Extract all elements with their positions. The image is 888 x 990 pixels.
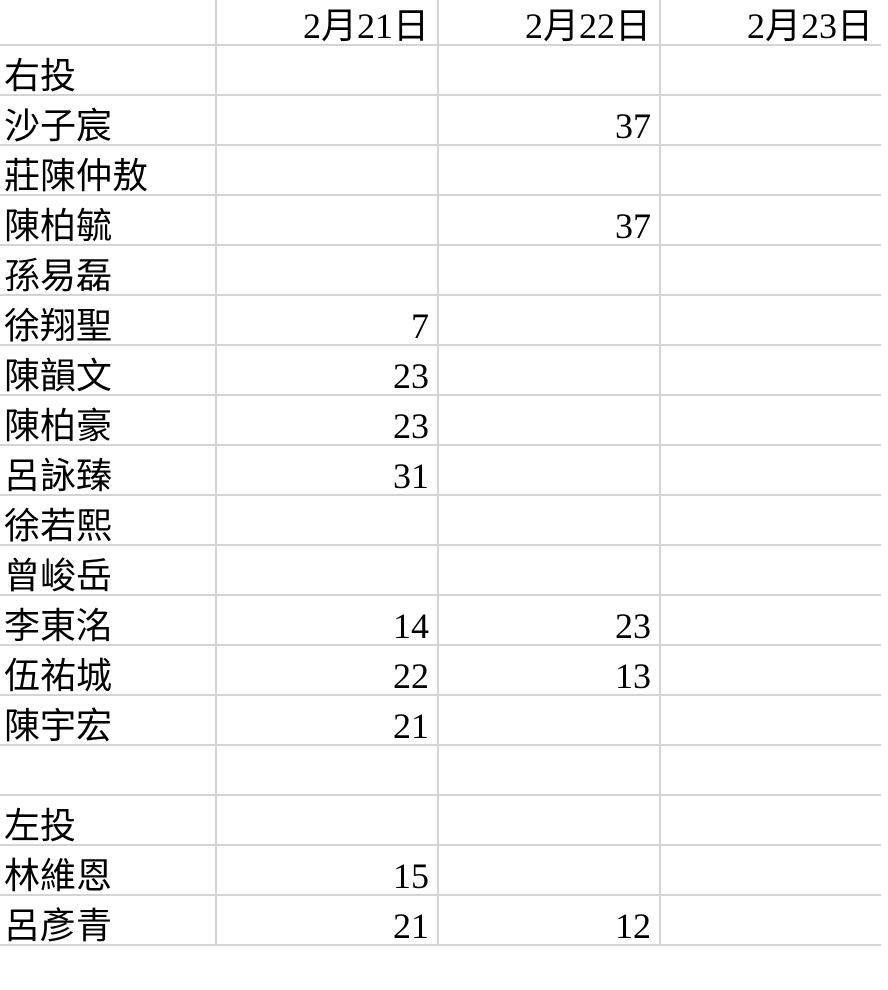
value-cell[interactable]	[659, 344, 881, 396]
value-cell[interactable]	[437, 494, 661, 546]
name-cell[interactable]: 徐若熙	[0, 494, 217, 546]
value-cell[interactable]	[659, 544, 881, 596]
table-row: 呂詠臻 31	[0, 444, 881, 496]
table-row: 徐翔聖 7	[0, 294, 881, 346]
value-cell[interactable]	[437, 544, 661, 596]
value-cell[interactable]	[659, 494, 881, 546]
value-cell[interactable]	[659, 244, 881, 296]
value-cell[interactable]	[659, 894, 881, 946]
value-cell[interactable]	[659, 844, 881, 896]
value-cell[interactable]	[659, 94, 881, 146]
value-cell[interactable]	[659, 144, 881, 196]
value-cell[interactable]	[215, 194, 439, 246]
value-cell[interactable]: 21	[215, 694, 439, 746]
table-row: 陳宇宏 21	[0, 694, 881, 746]
value-cell[interactable]	[215, 244, 439, 296]
table-row	[0, 744, 881, 796]
value-cell[interactable]	[215, 94, 439, 146]
name-cell[interactable]: 陳韻文	[0, 344, 217, 396]
name-cell[interactable]: 莊陳仲敖	[0, 144, 217, 196]
name-cell[interactable]: 左投	[0, 794, 217, 846]
name-cell[interactable]: 陳柏豪	[0, 394, 217, 446]
name-cell[interactable]	[0, 744, 217, 796]
name-cell[interactable]: 陳宇宏	[0, 694, 217, 746]
value-cell[interactable]: 21	[215, 894, 439, 946]
value-cell[interactable]: 15	[215, 844, 439, 896]
table-row: 沙子宸 37	[0, 94, 881, 146]
value-cell[interactable]	[437, 444, 661, 496]
value-cell[interactable]	[659, 294, 881, 346]
value-cell[interactable]: 7	[215, 294, 439, 346]
value-cell[interactable]: 23	[215, 344, 439, 396]
table-row: 左投	[0, 794, 881, 846]
value-cell[interactable]	[659, 794, 881, 846]
value-cell[interactable]	[437, 44, 661, 96]
value-cell[interactable]: 14	[215, 594, 439, 646]
value-cell[interactable]	[659, 394, 881, 446]
value-cell[interactable]: 23	[215, 394, 439, 446]
value-cell[interactable]: 37	[437, 94, 661, 146]
table-row: 陳柏豪 23	[0, 394, 881, 446]
value-cell[interactable]	[437, 244, 661, 296]
name-cell[interactable]: 曾峻岳	[0, 544, 217, 596]
table-row: 陳柏毓 37	[0, 194, 881, 246]
header-row: 2月21日 2月22日 2月23日	[0, 0, 881, 46]
corner-cell[interactable]	[0, 0, 217, 46]
value-cell[interactable]	[659, 644, 881, 696]
value-cell[interactable]: 31	[215, 444, 439, 496]
value-cell[interactable]	[659, 744, 881, 796]
value-cell[interactable]: 37	[437, 194, 661, 246]
table-row: 徐若熙	[0, 494, 881, 546]
name-cell[interactable]: 孫易磊	[0, 244, 217, 296]
value-cell[interactable]	[437, 694, 661, 746]
table-row: 曾峻岳	[0, 544, 881, 596]
spreadsheet-grid: 2月21日 2月22日 2月23日 右投 沙子宸 37 莊陳仲敖 陳柏毓 37 孫易磊 徐翔聖 7 陳韻…	[0, 0, 881, 946]
table-row: 林維恩 15	[0, 844, 881, 896]
table-row: 李東洺 14 23	[0, 594, 881, 646]
name-cell[interactable]: 陳柏毓	[0, 194, 217, 246]
name-cell[interactable]: 呂彥青	[0, 894, 217, 946]
date-header-cell[interactable]: 2月23日	[659, 0, 881, 46]
value-cell[interactable]: 22	[215, 644, 439, 696]
table-row: 莊陳仲敖	[0, 144, 881, 196]
value-cell[interactable]: 13	[437, 644, 661, 696]
name-cell[interactable]: 李東洺	[0, 594, 217, 646]
value-cell[interactable]	[215, 494, 439, 546]
value-cell[interactable]	[215, 794, 439, 846]
value-cell[interactable]	[437, 794, 661, 846]
value-cell[interactable]	[659, 444, 881, 496]
table-row: 呂彥青 21 12	[0, 894, 881, 946]
value-cell[interactable]	[659, 694, 881, 746]
name-cell[interactable]: 沙子宸	[0, 94, 217, 146]
value-cell[interactable]	[437, 144, 661, 196]
value-cell[interactable]	[215, 144, 439, 196]
name-cell[interactable]: 伍祐城	[0, 644, 217, 696]
name-cell[interactable]: 右投	[0, 44, 217, 96]
table-row: 孫易磊	[0, 244, 881, 296]
value-cell[interactable]	[215, 744, 439, 796]
name-cell[interactable]: 呂詠臻	[0, 444, 217, 496]
value-cell[interactable]: 12	[437, 894, 661, 946]
table-row: 右投	[0, 44, 881, 96]
value-cell[interactable]	[659, 194, 881, 246]
value-cell[interactable]	[437, 844, 661, 896]
table-row: 伍祐城 22 13	[0, 644, 881, 696]
date-header-cell[interactable]: 2月22日	[437, 0, 661, 46]
value-cell[interactable]	[659, 44, 881, 96]
value-cell[interactable]	[437, 344, 661, 396]
value-cell[interactable]	[437, 394, 661, 446]
table-row: 陳韻文 23	[0, 344, 881, 396]
value-cell[interactable]	[437, 744, 661, 796]
value-cell[interactable]	[659, 594, 881, 646]
value-cell[interactable]	[215, 544, 439, 596]
date-header-cell[interactable]: 2月21日	[215, 0, 439, 46]
value-cell[interactable]	[437, 294, 661, 346]
name-cell[interactable]: 徐翔聖	[0, 294, 217, 346]
value-cell[interactable]: 23	[437, 594, 661, 646]
value-cell[interactable]	[215, 44, 439, 96]
name-cell[interactable]: 林維恩	[0, 844, 217, 896]
